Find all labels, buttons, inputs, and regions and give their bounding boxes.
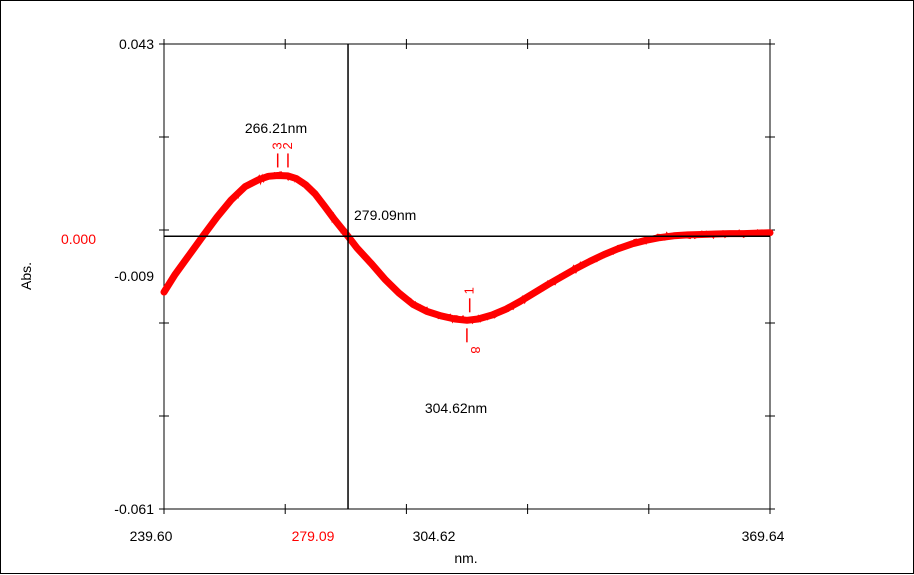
plot-area bbox=[164, 44, 770, 509]
y-axis-label: Abs. bbox=[18, 262, 34, 290]
peak-annotation-266: 266.21nm bbox=[245, 120, 307, 136]
cursor-y-readout: 0.000 bbox=[61, 231, 96, 247]
y-tick-label-mid: -0.009 bbox=[114, 268, 154, 284]
absorbance-series-noise bbox=[164, 172, 768, 322]
x-tick-label-end: 369.64 bbox=[742, 528, 785, 544]
x-tick-label-mid: 304.62 bbox=[413, 528, 456, 544]
valley-annotation-304: 304.62nm bbox=[425, 400, 487, 416]
peak-marker-label: 2 bbox=[280, 142, 295, 149]
peak-marker-label: 8 bbox=[468, 346, 483, 353]
peak-marker-label: 1 bbox=[462, 287, 477, 294]
axis-ticks bbox=[159, 39, 775, 514]
absorbance-series bbox=[164, 176, 770, 321]
cursor-annotation-279: 279.09nm bbox=[354, 207, 416, 223]
x-axis-label: nm. bbox=[454, 550, 477, 566]
x-tick-label-start: 239.60 bbox=[130, 528, 173, 544]
cursor-x-readout: 279.09 bbox=[292, 528, 335, 544]
y-tick-label-bottom: -0.061 bbox=[114, 501, 154, 517]
y-tick-label-top: 0.043 bbox=[119, 36, 154, 52]
